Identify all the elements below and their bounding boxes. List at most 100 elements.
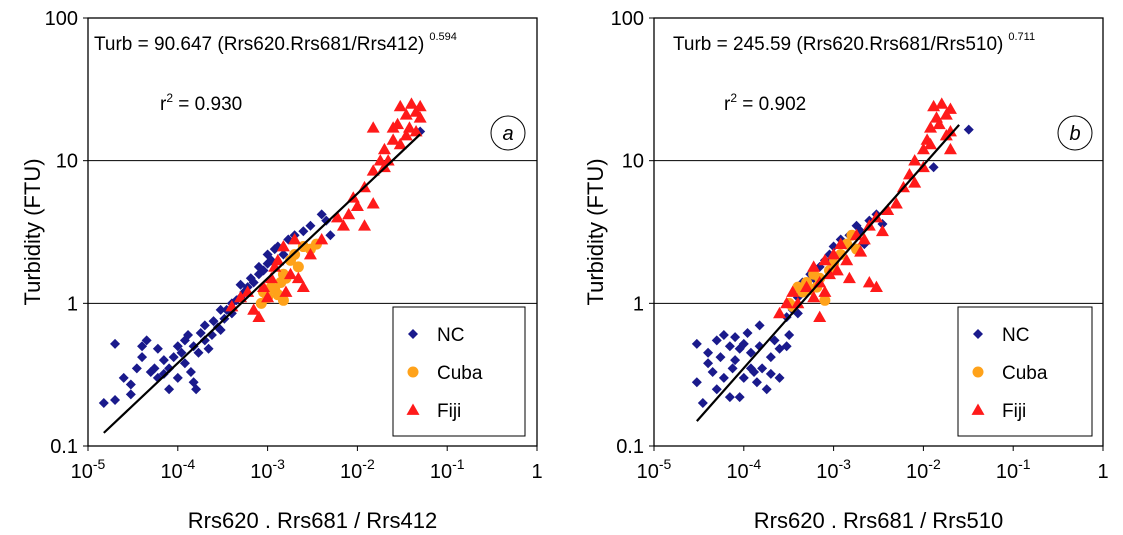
data-point <box>869 280 883 292</box>
data-point <box>137 352 148 363</box>
y-tick-label: 0.1 <box>616 436 644 458</box>
data-point <box>786 285 800 297</box>
data-point <box>875 224 889 237</box>
data-point <box>818 253 832 266</box>
data-point <box>972 366 984 378</box>
data-point <box>110 395 121 406</box>
x-tick-label: 10-1 <box>996 456 1031 483</box>
legend-label: Cuba <box>1002 363 1048 384</box>
data-point <box>316 209 327 220</box>
data-point <box>199 335 210 346</box>
legend-label: Fiji <box>1002 401 1026 422</box>
series-fiji <box>773 97 957 323</box>
data-point <box>703 347 714 358</box>
data-point <box>828 241 839 252</box>
data-point <box>406 403 420 415</box>
data-point <box>943 125 957 137</box>
r2-text: r2 = 0.902 <box>724 91 806 115</box>
y-tick-label: 0.1 <box>50 436 78 458</box>
data-point <box>315 233 329 245</box>
data-point <box>724 392 735 403</box>
data-point <box>881 203 895 216</box>
data-point <box>819 294 831 306</box>
data-point <box>321 215 332 226</box>
panel-label: b <box>1069 123 1080 145</box>
data-point <box>292 261 304 273</box>
data-point <box>393 137 407 150</box>
data-point <box>774 372 785 383</box>
data-point <box>248 277 259 288</box>
data-point <box>193 347 204 358</box>
data-point <box>697 398 708 409</box>
data-point <box>277 294 289 306</box>
data-point <box>827 247 841 260</box>
data-point <box>791 296 805 309</box>
data-point <box>781 341 792 352</box>
data-point <box>908 176 922 188</box>
data-point <box>330 210 344 223</box>
legend-label: NC <box>1002 325 1029 346</box>
data-point <box>141 335 152 346</box>
data-point <box>172 341 183 352</box>
data-point <box>765 368 776 379</box>
data-point <box>176 347 187 358</box>
data-point <box>773 306 787 319</box>
data-point <box>188 341 199 352</box>
data-point <box>769 335 780 346</box>
equation-text: Turb = 245.59 (Rrs620.Rrs681/Rrs510) 0.71… <box>673 31 1035 55</box>
data-point <box>742 327 753 338</box>
y-tick-label: 10 <box>622 151 644 173</box>
data-point <box>185 367 196 378</box>
data-point <box>366 164 380 176</box>
data-point <box>751 377 762 388</box>
data-point <box>118 372 129 383</box>
data-point <box>342 207 356 220</box>
x-tick-label: 1 <box>1097 461 1108 483</box>
legend: NC Cuba Fiji <box>957 306 1093 437</box>
data-point <box>366 121 380 133</box>
data-point <box>110 338 121 349</box>
data-point <box>298 226 309 237</box>
data-point <box>754 320 765 331</box>
data-point <box>303 247 317 260</box>
plot-area <box>87 17 538 447</box>
panel-label-circle <box>490 115 526 151</box>
data-point <box>830 263 844 276</box>
y-tick-label: 1 <box>67 293 78 315</box>
data-point <box>781 312 792 323</box>
data-point <box>807 290 821 303</box>
data-point <box>203 343 214 354</box>
data-point <box>393 99 407 112</box>
data-point <box>252 310 266 323</box>
data-point <box>932 117 946 130</box>
data-point <box>757 363 768 374</box>
data-point <box>908 154 922 166</box>
data-point <box>930 111 944 123</box>
data-point <box>943 102 957 114</box>
data-point <box>288 233 302 245</box>
x-tick-label: 10-2 <box>340 456 375 483</box>
data-point <box>336 219 350 231</box>
data-point <box>183 329 194 340</box>
equation-text: Turb = 90.647 (Rrs620.Rrs681/Rrs412) 0.59… <box>94 31 457 55</box>
data-point <box>727 363 738 374</box>
data-point <box>256 280 270 292</box>
data-point <box>840 253 854 266</box>
data-point <box>730 332 741 343</box>
data-point <box>261 290 275 303</box>
legend-label: NC <box>437 325 464 346</box>
data-point <box>780 296 794 309</box>
data-point <box>749 367 760 378</box>
data-point <box>377 142 391 155</box>
data-point <box>734 392 745 403</box>
data-point <box>289 248 301 260</box>
x-tick-label: 10-3 <box>250 456 285 483</box>
y-axis-title: Turbidity (FTU) <box>20 158 45 305</box>
data-point <box>928 162 939 173</box>
data-point <box>842 271 856 284</box>
data-point <box>291 271 305 284</box>
x-tick-label: 10-5 <box>637 456 672 483</box>
data-point <box>963 124 974 135</box>
data-point <box>149 363 160 374</box>
x-tick-label: 10-2 <box>906 456 941 483</box>
